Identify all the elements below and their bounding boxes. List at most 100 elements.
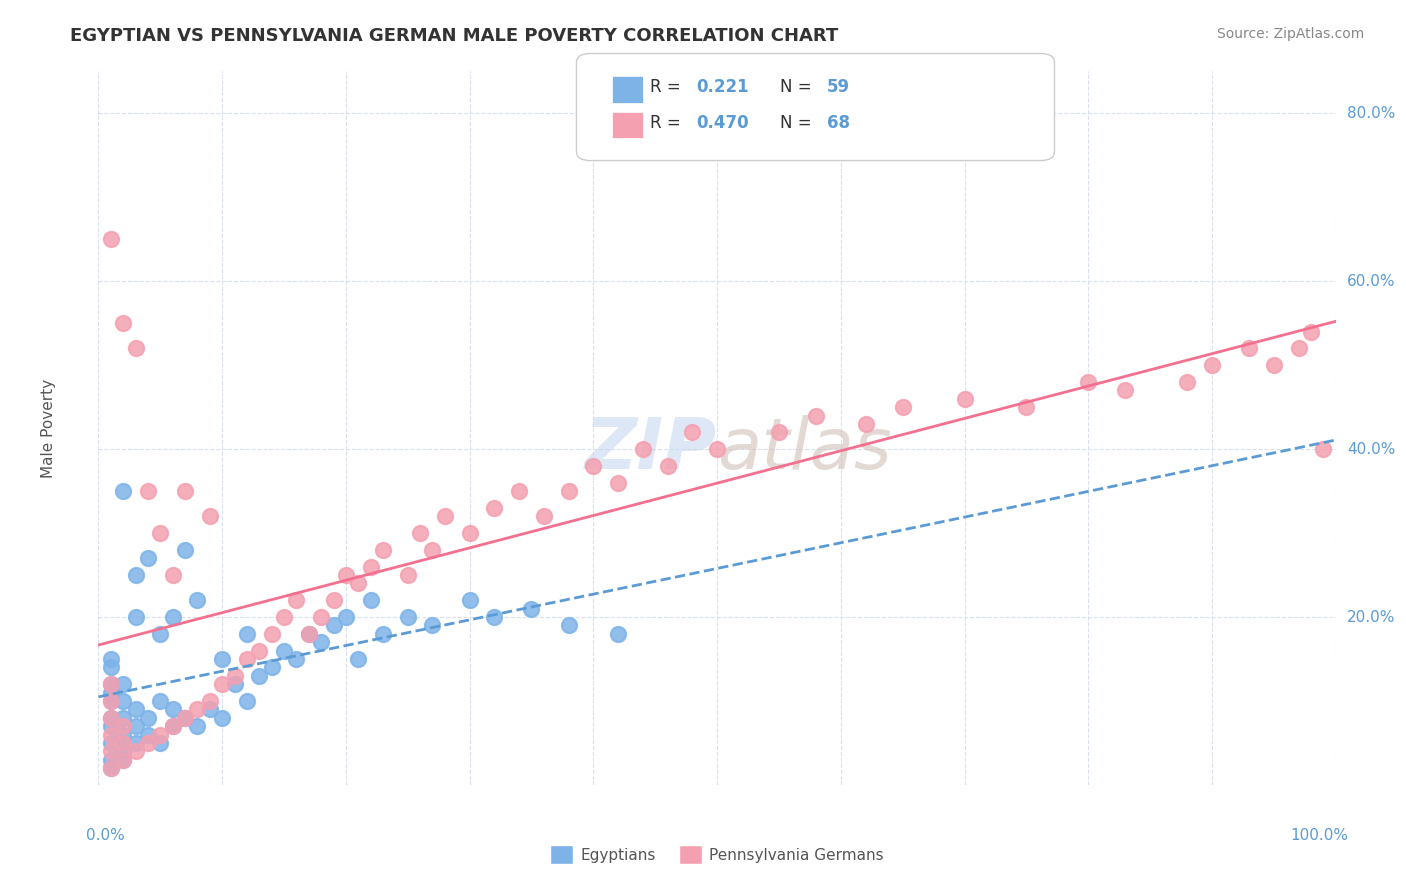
Point: [100, 711, 122, 725]
Text: N =: N =: [780, 114, 811, 132]
Point: [186, 702, 208, 716]
Text: R =: R =: [650, 78, 681, 96]
Point: [484, 610, 506, 624]
Point: [149, 694, 172, 708]
Text: EGYPTIAN VS PENNSYLVANIA GERMAN MALE POVERTY CORRELATION CHART: EGYPTIAN VS PENNSYLVANIA GERMAN MALE POV…: [70, 27, 838, 45]
Text: Source: ZipAtlas.com: Source: ZipAtlas.com: [1216, 27, 1364, 41]
Point: [260, 627, 283, 641]
Point: [322, 593, 344, 607]
Point: [360, 593, 382, 607]
Point: [198, 702, 221, 716]
Point: [681, 425, 703, 440]
Point: [149, 736, 172, 750]
Point: [631, 442, 654, 457]
Point: [1015, 400, 1038, 414]
Point: [285, 593, 308, 607]
Point: [557, 618, 579, 632]
Point: [508, 484, 530, 499]
Point: [124, 719, 146, 733]
Point: [198, 509, 221, 524]
Point: [1077, 375, 1099, 389]
Point: [149, 526, 172, 541]
Point: [484, 500, 506, 515]
Point: [1237, 342, 1260, 356]
Point: [607, 475, 630, 490]
Point: [112, 753, 135, 767]
Point: [224, 677, 246, 691]
Point: [100, 761, 122, 775]
Point: [100, 761, 122, 775]
Point: [124, 736, 146, 750]
Point: [100, 232, 122, 246]
Point: [224, 669, 246, 683]
Point: [211, 652, 233, 666]
Text: R =: R =: [650, 114, 681, 132]
Point: [100, 694, 122, 708]
Point: [186, 593, 208, 607]
Point: [112, 677, 135, 691]
Point: [236, 652, 259, 666]
Text: 59: 59: [827, 78, 849, 96]
Point: [100, 660, 122, 674]
Point: [1114, 384, 1136, 398]
Point: [136, 711, 159, 725]
Point: [1201, 358, 1223, 372]
Point: [236, 694, 259, 708]
Point: [100, 728, 122, 742]
Text: 68: 68: [827, 114, 849, 132]
Point: [607, 627, 630, 641]
Point: [112, 719, 135, 733]
Point: [174, 711, 197, 725]
Point: [112, 728, 135, 742]
Point: [112, 316, 135, 330]
Point: [1312, 442, 1334, 457]
Point: [124, 342, 146, 356]
Point: [422, 618, 444, 632]
Point: [112, 736, 135, 750]
Point: [706, 442, 728, 457]
Point: [322, 618, 344, 632]
Point: [335, 610, 357, 624]
Point: [768, 425, 790, 440]
Text: 40.0%: 40.0%: [1347, 442, 1395, 457]
Point: [100, 736, 122, 750]
Point: [100, 719, 122, 733]
Point: [100, 694, 122, 708]
Point: [347, 652, 370, 666]
Point: [136, 551, 159, 566]
Point: [360, 559, 382, 574]
Point: [211, 711, 233, 725]
Text: 0.221: 0.221: [696, 78, 748, 96]
Point: [347, 576, 370, 591]
Point: [162, 702, 184, 716]
Text: 0.0%: 0.0%: [86, 828, 125, 843]
Point: [136, 484, 159, 499]
Text: N =: N =: [780, 78, 811, 96]
Text: atlas: atlas: [717, 415, 891, 484]
Text: 100.0%: 100.0%: [1291, 828, 1348, 843]
Point: [124, 610, 146, 624]
Point: [335, 568, 357, 582]
Point: [285, 652, 308, 666]
Point: [174, 484, 197, 499]
Point: [458, 593, 481, 607]
Point: [557, 484, 579, 499]
Text: Male Poverty: Male Poverty: [41, 378, 56, 478]
Point: [371, 542, 394, 557]
Point: [520, 601, 543, 615]
Point: [112, 744, 135, 758]
Text: 20.0%: 20.0%: [1347, 609, 1395, 624]
Point: [112, 753, 135, 767]
Point: [174, 711, 197, 725]
Point: [396, 568, 419, 582]
Point: [236, 627, 259, 641]
Point: [100, 711, 122, 725]
Point: [298, 627, 321, 641]
Point: [657, 458, 679, 473]
Legend: Egyptians, Pennsylvania Germans: Egyptians, Pennsylvania Germans: [544, 839, 890, 870]
Point: [953, 392, 976, 406]
Point: [247, 669, 270, 683]
Point: [1175, 375, 1198, 389]
Point: [112, 694, 135, 708]
Point: [260, 660, 283, 674]
